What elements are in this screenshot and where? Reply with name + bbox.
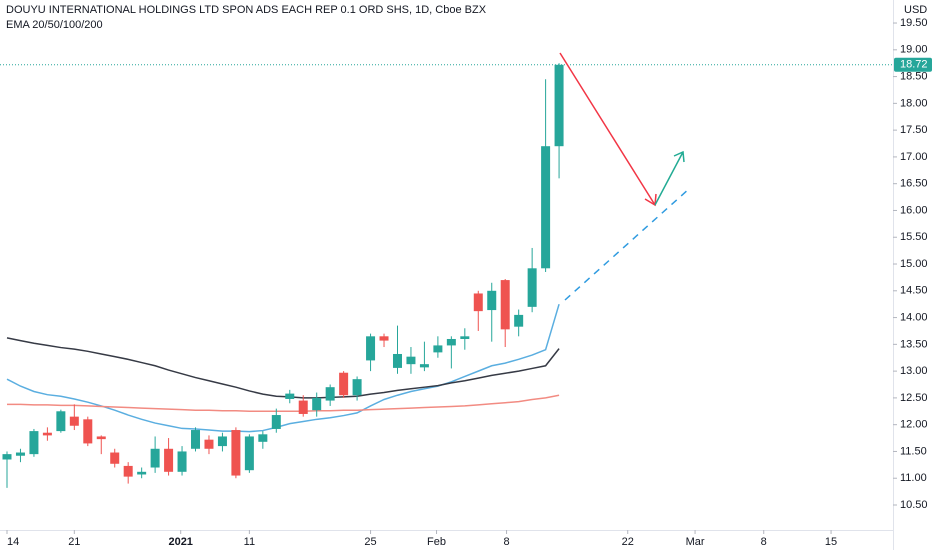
y-tick-label: 19.50 xyxy=(900,17,928,29)
candle-body xyxy=(123,465,133,477)
x-tick-label: 8 xyxy=(761,536,767,548)
y-tick-label: 11.50 xyxy=(900,445,927,457)
candle-body xyxy=(110,452,120,464)
candle-body xyxy=(204,439,214,449)
y-tick-label: 15.50 xyxy=(900,231,928,243)
x-tick-label: Mar xyxy=(686,536,705,548)
currency-label: USD xyxy=(904,4,927,16)
ema-line xyxy=(6,303,560,433)
x-tick-label: 11 xyxy=(244,536,255,548)
candle-body xyxy=(2,454,12,460)
y-tick-label: 14.50 xyxy=(900,285,928,297)
candle-body xyxy=(298,400,308,414)
candle-body xyxy=(473,293,483,312)
candle-body xyxy=(527,268,537,307)
y-tick-label: 18.00 xyxy=(900,97,928,109)
projection-line xyxy=(564,187,691,301)
y-tick-label: 10.50 xyxy=(900,499,928,511)
candle-body xyxy=(177,451,187,472)
ema-line xyxy=(7,394,560,413)
plot-area xyxy=(0,63,893,488)
candle-body xyxy=(69,416,79,426)
y-tick-label: 17.00 xyxy=(900,151,928,163)
candle-body xyxy=(137,471,147,475)
candle-body xyxy=(514,314,524,327)
last-price-label: 18.72 xyxy=(900,59,928,71)
candle-body xyxy=(487,290,497,311)
candle-body xyxy=(339,372,349,396)
candle-body xyxy=(500,280,510,330)
candle-body xyxy=(42,432,52,436)
candle-body xyxy=(312,397,322,411)
candle-body xyxy=(419,364,429,368)
candle-body xyxy=(258,434,268,442)
y-tick-label: 18.50 xyxy=(900,70,928,82)
x-tick-label: 15 xyxy=(825,536,837,548)
x-tick-label: 21 xyxy=(68,536,80,548)
candle-body xyxy=(56,411,66,432)
candle-body xyxy=(15,452,25,456)
candle-body xyxy=(285,393,295,399)
candle-body xyxy=(366,336,376,361)
candle-body xyxy=(379,336,389,341)
x-tick-label: 22 xyxy=(622,536,634,548)
candle-body xyxy=(164,448,174,472)
chart-title: DOUYU INTERNATIONAL HOLDINGS LTD SPON AD… xyxy=(6,4,487,16)
y-tick-label: 17.50 xyxy=(900,124,928,136)
candle-body xyxy=(83,419,93,444)
drawings xyxy=(559,52,691,301)
candle-body xyxy=(406,356,416,365)
candle-body xyxy=(446,338,456,346)
y-tick-label: 13.00 xyxy=(900,365,928,377)
x-tick-label: 25 xyxy=(364,536,376,548)
candle-body xyxy=(325,387,335,401)
ema-line xyxy=(6,337,560,399)
candle-body xyxy=(191,430,201,449)
y-tick-label: 16.00 xyxy=(900,204,928,216)
up-arrow xyxy=(654,151,684,206)
y-tick-label: 19.00 xyxy=(900,44,928,56)
y-tick-label: 12.00 xyxy=(900,419,928,431)
y-tick-label: 14.00 xyxy=(900,311,928,323)
candle-body xyxy=(352,379,362,396)
candle-body xyxy=(433,345,443,353)
candle-body xyxy=(150,448,160,468)
candle-body xyxy=(392,353,402,368)
x-tick-label: 2021 xyxy=(168,536,192,548)
candle-body xyxy=(217,436,227,447)
y-tick-label: 12.50 xyxy=(900,392,928,404)
candle-body xyxy=(96,436,106,440)
candle-body xyxy=(231,430,241,476)
x-tick-label: 14 xyxy=(7,536,19,548)
candle-body xyxy=(541,146,551,269)
y-tick-label: 15.00 xyxy=(900,258,928,270)
candle-body xyxy=(271,415,281,429)
last-price-box xyxy=(894,57,932,72)
up-arrow-head xyxy=(673,150,685,163)
x-tick-label: Feb xyxy=(427,536,446,548)
candle-body xyxy=(554,64,564,147)
candle-body xyxy=(460,336,470,339)
y-tick-label: 16.50 xyxy=(900,178,928,190)
y-tick-label: 11.00 xyxy=(900,472,927,484)
x-tick-label: 8 xyxy=(503,536,509,548)
y-tick-label: 13.50 xyxy=(900,338,928,350)
down-arrow xyxy=(559,52,656,206)
candle-body xyxy=(244,436,254,471)
candle-body xyxy=(29,431,39,455)
indicator-label: EMA 20/50/100/200 xyxy=(6,19,103,31)
